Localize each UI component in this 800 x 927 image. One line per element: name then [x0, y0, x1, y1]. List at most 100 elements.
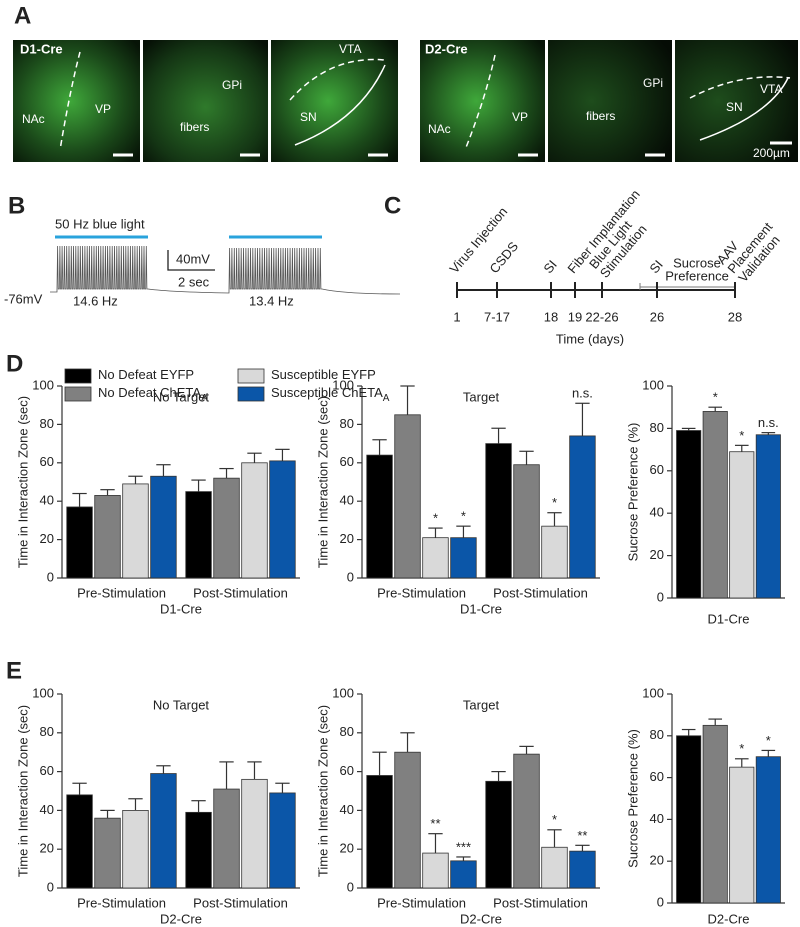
y-tick-label: 20	[650, 547, 664, 562]
x-tick-label: Post-Stimulation	[193, 585, 288, 600]
y-tick-label: 80	[40, 416, 54, 431]
error-bar	[734, 444, 749, 452]
y-tick-label: 80	[340, 416, 354, 431]
legend-swatch	[64, 386, 92, 402]
x-tick-label: Pre-Stimulation	[77, 585, 166, 600]
stim-label: 50 Hz blue light	[55, 216, 145, 231]
micrograph: VTA SN	[271, 40, 398, 162]
error-bar	[456, 525, 471, 538]
micrograph: D1-Cre NAc VP	[13, 40, 140, 162]
legend-subscript: A	[201, 393, 208, 404]
significance-label: *	[433, 511, 438, 526]
x-axis-label: D2-Cre	[160, 911, 202, 926]
chart-title: Target	[463, 697, 500, 712]
bar	[213, 788, 240, 889]
chart-title: No Target	[153, 697, 210, 712]
y-tick-label: 40	[340, 493, 354, 508]
image-label: VTA	[760, 82, 782, 96]
y-tick-label: 0	[657, 589, 664, 604]
micrograph: GPi fibers	[548, 40, 672, 162]
scale-bar	[167, 250, 215, 271]
bar	[394, 751, 421, 889]
y-tick-label: 60	[40, 763, 54, 778]
bar	[513, 464, 540, 579]
x-tick-label: Pre-Stimulation	[377, 895, 466, 910]
significance-label: *	[739, 428, 744, 443]
image-label: D1-Cre	[20, 41, 63, 56]
y-tick-label: 0	[47, 569, 54, 584]
bar	[541, 846, 568, 889]
x-tick-label: Pre-Stimulation	[377, 585, 466, 600]
error-bar	[491, 427, 506, 444]
error-bar	[128, 475, 143, 484]
bar	[150, 475, 177, 579]
significance-label: *	[552, 495, 557, 510]
error-bar	[275, 782, 290, 793]
rate-label: 13.4 Hz	[249, 293, 294, 308]
y-tick-label: 0	[657, 894, 664, 909]
error-bar	[100, 809, 115, 819]
y-axis-label: Time in Interaction Zone (sec)	[15, 396, 30, 568]
error-bar	[275, 448, 290, 461]
image-label: VP	[512, 110, 528, 124]
image-label: SN	[726, 100, 743, 114]
panel-label: A	[14, 2, 31, 29]
bar	[94, 817, 121, 889]
bar	[241, 778, 268, 889]
x-tick-label: Post-Stimulation	[193, 895, 288, 910]
bar	[702, 724, 728, 904]
y-tick-label: 80	[340, 724, 354, 739]
error-bar	[547, 829, 562, 848]
image-label: GPi	[643, 76, 663, 90]
significance-label: ***	[456, 839, 471, 854]
micrograph: VTA SN 200µm	[675, 40, 798, 162]
legend-swatch	[237, 386, 265, 402]
panel-label: E	[6, 657, 22, 684]
legend-item: No Defeat ChETAA	[64, 385, 208, 404]
significance-label: **	[430, 816, 440, 831]
y-axis-label: Time in Interaction Zone (sec)	[315, 705, 330, 877]
error-bar	[519, 450, 534, 465]
error-bar	[428, 833, 443, 854]
y-tick-label: 20	[40, 531, 54, 546]
y-axis-label: Time in Interaction Zone (sec)	[15, 705, 30, 877]
panel-label: B	[8, 192, 25, 219]
y-axis-label: Sucrose Preference (%)	[625, 729, 640, 868]
timeline-tick-label: 28	[728, 309, 742, 324]
y-axis-label: Sucrose Preference (%)	[625, 423, 640, 562]
bar	[185, 491, 212, 579]
y-tick-label: 20	[340, 841, 354, 856]
significance-label: n.s.	[758, 415, 779, 430]
error-bar	[191, 479, 206, 492]
legend-label: Susceptible ChETAA	[271, 385, 390, 403]
error-bar	[681, 728, 696, 736]
micrograph: GPi fibers	[143, 40, 268, 162]
bar	[729, 766, 755, 904]
y-tick-label: 80	[650, 727, 664, 742]
bar	[422, 852, 449, 889]
y-tick-label: 100	[642, 685, 664, 700]
bracket-label: Preference	[665, 268, 729, 283]
error-bar	[681, 427, 696, 431]
bar	[366, 454, 393, 579]
bar	[755, 756, 781, 904]
error-bar	[575, 402, 590, 436]
legend-label: Susceptible EYFP	[271, 367, 376, 382]
error-bar	[400, 385, 415, 415]
error-bar	[456, 856, 471, 861]
timeline-tick-label: 22-26	[585, 309, 618, 324]
bracket-label: Sucrose	[673, 255, 721, 270]
legend-item: Susceptible EYFP	[237, 367, 376, 384]
y-tick-label: 60	[650, 769, 664, 784]
error-bar	[519, 745, 534, 755]
error-bar	[156, 765, 171, 774]
error-bar	[247, 761, 262, 780]
y-tick-label: 60	[650, 462, 664, 477]
error-bar	[72, 782, 87, 795]
legend-subscript: A	[383, 393, 390, 404]
bar	[485, 780, 512, 889]
x-axis-label: D2-Cre	[460, 911, 502, 926]
y-tick-label: 100	[332, 685, 354, 700]
event-label: SI	[646, 257, 665, 276]
